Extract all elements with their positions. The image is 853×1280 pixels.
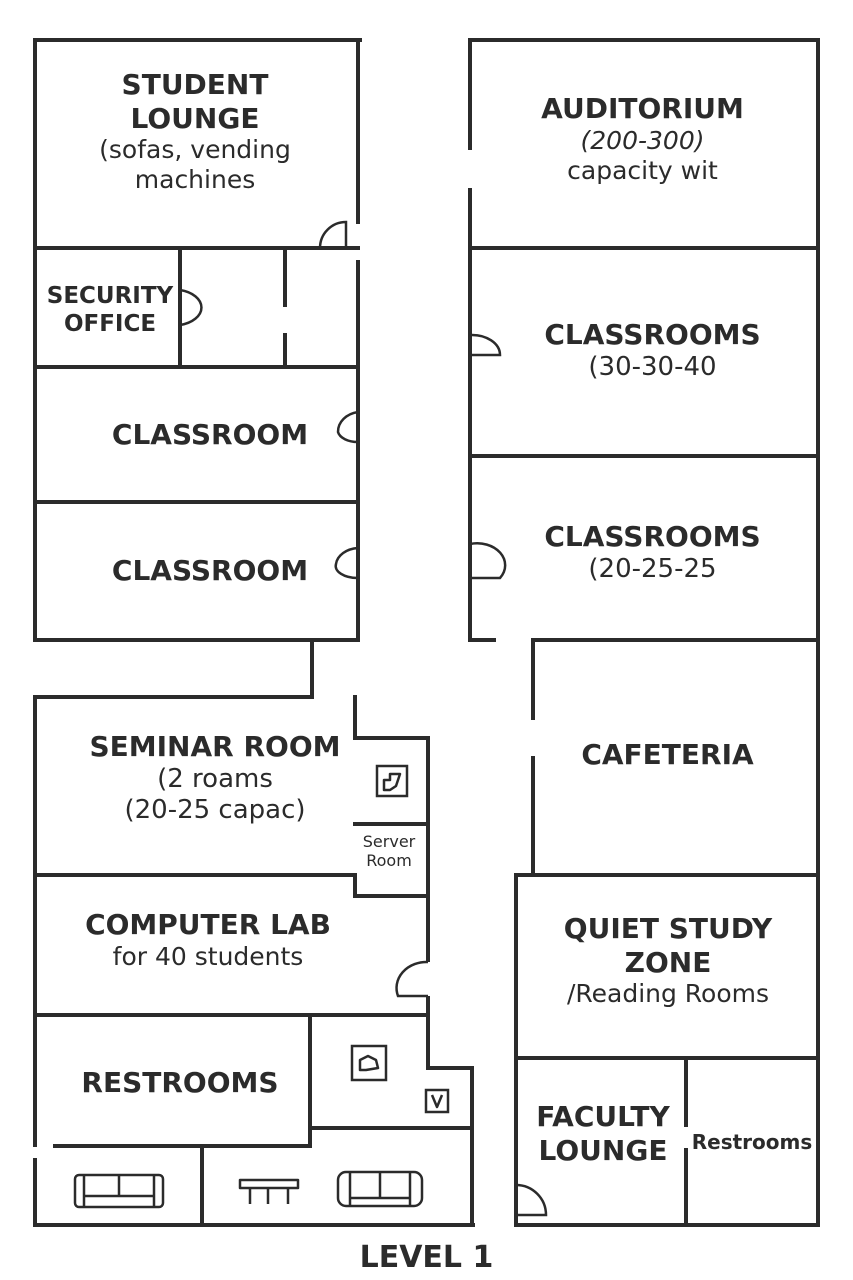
computer-lab-sub: for 40 students — [112, 941, 304, 971]
seminar-title: SEMINAR ROOM — [89, 730, 341, 763]
west-block-walls — [33, 246, 360, 642]
couch-icon — [336, 1170, 424, 1208]
quiet-study-title-1: QUIET STUDY — [563, 912, 773, 945]
student-lounge-title-1: STUDENT — [121, 68, 269, 101]
student-lounge-title-2: LOUNGE — [130, 101, 260, 135]
room-computer-lab: COMPUTER LAB for 40 students — [50, 908, 366, 972]
door-auditorium-side[interactable] — [469, 333, 502, 357]
utility-sign-icon — [350, 1044, 388, 1082]
room-student-lounge: STUDENT LOUNGE (sofas, vending machines — [60, 68, 330, 195]
seminar-sub-1: (2 roams — [157, 763, 273, 794]
room-restrooms-east: Restrooms — [690, 1130, 814, 1154]
room-classroom-2: CLASSROOM — [60, 554, 360, 588]
lower-west-walls — [33, 736, 474, 1227]
auditorium-sub-2: capacity wit — [567, 155, 718, 185]
east-block-walls — [468, 246, 820, 1227]
quiet-study-title-2: ZONE — [624, 945, 712, 979]
classrooms-b-sub: (20-25-25 — [588, 553, 717, 584]
door-classrooms-b[interactable] — [469, 542, 507, 580]
room-quiet-study: QUIET STUDY ZONE /Reading Rooms — [520, 912, 816, 1009]
outer-walls — [33, 38, 820, 1227]
room-classrooms-b: CLASSROOMS (20-25-25 — [500, 520, 805, 585]
security-office-title-1: SECURITY — [46, 283, 174, 309]
auditorium-title: AUDITORIUM — [541, 92, 744, 125]
quiet-study-sub: /Reading Rooms — [566, 979, 770, 1009]
restrooms-west-title: RESTROOMS — [81, 1066, 279, 1099]
corridor-walls — [33, 38, 820, 874]
room-auditorium: AUDITORIUM (200-300) capacity wit — [490, 92, 795, 186]
classroom-1-title: CLASSROOM — [111, 418, 309, 451]
restrooms-east-title: Restrooms — [691, 1130, 813, 1154]
room-classroom-1: CLASSROOM — [60, 418, 360, 452]
door-student-lounge[interactable] — [318, 220, 348, 249]
faculty-lounge-title-1: FACULTY — [536, 1100, 670, 1133]
small-sign-icon — [424, 1088, 450, 1114]
server-room-title-2: Room — [366, 851, 412, 871]
door-faculty-lounge[interactable] — [515, 1183, 548, 1217]
door-security-office[interactable] — [179, 288, 203, 327]
door-classroom-2[interactable] — [334, 546, 359, 580]
sofa-icon — [73, 1173, 165, 1209]
table-icon — [238, 1178, 300, 1204]
room-restrooms-west: RESTROOMS — [40, 1066, 320, 1100]
room-server: Server Room — [352, 832, 426, 870]
classrooms-b-title: CLASSROOMS — [544, 520, 761, 553]
level-label: LEVEL 1 — [359, 1240, 494, 1275]
doors — [179, 220, 548, 1217]
faculty-lounge-title-2: LOUNGE — [538, 1133, 668, 1167]
student-lounge-sub-2: machines — [134, 165, 256, 195]
room-classrooms-a: CLASSROOMS (30-30-40 — [500, 318, 805, 383]
room-cafeteria: CAFETERIA — [540, 738, 795, 772]
door-computer-lab[interactable] — [395, 960, 429, 998]
room-seminar: SEMINAR ROOM (2 roams (20-25 capac) — [60, 730, 370, 826]
seminar-sub-2: (20-25 capac) — [124, 794, 306, 825]
cafeteria-title: CAFETERIA — [581, 738, 754, 771]
student-lounge-sub-1: (sofas, vending — [99, 135, 291, 165]
classrooms-a-title: CLASSROOMS — [544, 318, 761, 351]
security-office-title-2: OFFICE — [63, 310, 157, 337]
classrooms-a-sub: (30-30-40 — [588, 351, 717, 382]
room-security-office: SECURITY OFFICE — [40, 283, 180, 338]
auditorium-sub-1: (200-300) — [580, 125, 705, 155]
room-faculty-lounge: FACULTY LOUNGE — [520, 1100, 686, 1167]
server-sign-icon — [375, 764, 409, 798]
computer-lab-title: COMPUTER LAB — [85, 908, 331, 941]
classroom-2-title: CLASSROOM — [111, 554, 309, 587]
door-classroom-1[interactable] — [336, 410, 359, 444]
server-room-title-1: Server — [362, 832, 416, 851]
